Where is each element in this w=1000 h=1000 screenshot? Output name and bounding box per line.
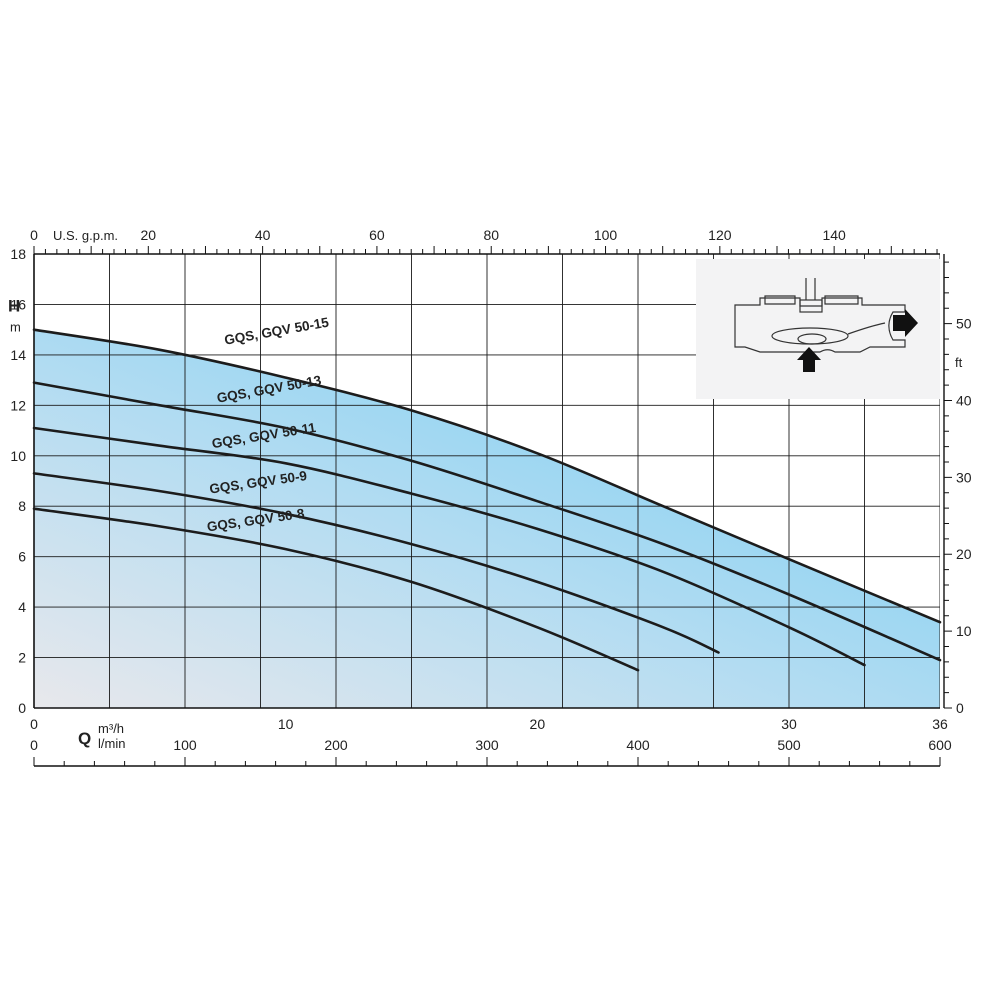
y-tick-label: 10 — [10, 448, 26, 464]
y-tick-label: 16 — [10, 296, 26, 312]
y-axis-symbol: H — [8, 296, 20, 315]
ft-tick-label: 50 — [956, 316, 972, 332]
lmin-tick-label: 500 — [777, 737, 801, 753]
flow-swirl-inner-icon — [797, 333, 827, 345]
gpm-tick-label: 140 — [822, 227, 846, 243]
lmin-tick-label: 200 — [324, 737, 348, 753]
inlet-arrow-icon — [797, 347, 821, 372]
ft-tick-label: 20 — [956, 546, 972, 562]
x-tick-label: 10 — [278, 716, 294, 732]
lmin-tick-label: 0 — [30, 737, 38, 753]
gpm-axis-unit: U.S. g.p.m. — [53, 228, 118, 243]
x-axis-symbol: Q — [78, 729, 91, 748]
x-axis-unit-secondary: l/min — [98, 736, 125, 751]
y-tick-label: 6 — [18, 549, 26, 565]
gpm-tick-label: 120 — [708, 227, 732, 243]
pump-hub-icon — [799, 299, 823, 313]
gpm-tick-label: 60 — [369, 227, 385, 243]
gpm-tick-label: 40 — [255, 227, 271, 243]
y-tick-label: 2 — [18, 650, 26, 666]
gpm-tick-label: 100 — [594, 227, 618, 243]
x-tick-label: 36 — [932, 716, 948, 732]
lmin-tick-label: 400 — [626, 737, 650, 753]
lmin-tick-label: 300 — [475, 737, 499, 753]
gpm-tick-label: 80 — [483, 227, 499, 243]
curve-label: GQS, GQV 50-15 — [223, 315, 330, 348]
y-axis-unit: m — [10, 320, 21, 335]
gpm-tick-label: 0 — [30, 227, 38, 243]
x-tick-label: 0 — [30, 716, 38, 732]
lmin-tick-label: 100 — [173, 737, 197, 753]
y-tick-label: 8 — [18, 498, 26, 514]
y-tick-label: 12 — [10, 397, 26, 413]
ft-tick-label: 30 — [956, 469, 972, 485]
pump-diagram-inset — [696, 259, 940, 399]
ft-axis-unit: ft — [955, 355, 963, 370]
ft-tick-label: 10 — [956, 623, 972, 639]
gpm-tick-label: 20 — [141, 227, 157, 243]
impeller-blades-icon — [764, 295, 859, 305]
y-tick-label: 14 — [10, 347, 26, 363]
flow-line-icon — [847, 322, 886, 335]
lmin-tick-label: 600 — [928, 737, 952, 753]
curve-gqs-gqv-50-11 — [32, 426, 866, 667]
curve-gqs-gqv-50-13 — [32, 381, 942, 662]
curve-gqs-gqv-50-8 — [32, 507, 640, 672]
y-tick-label: 0 — [18, 700, 26, 716]
outlet-arrow-icon — [893, 309, 918, 337]
ft-tick-label: 40 — [956, 392, 972, 408]
x-tick-label: 20 — [530, 716, 546, 732]
y-tick-label: 4 — [18, 599, 26, 615]
pump-housing-icon — [734, 297, 906, 353]
x-tick-label: 30 — [781, 716, 797, 732]
ft-tick-label: 0 — [956, 700, 964, 716]
y-tick-label: 18 — [10, 246, 26, 262]
curve-gqs-gqv-50-9 — [32, 472, 720, 654]
x-axis-unit: m³/h — [98, 721, 124, 736]
curve-gqs-gqv-50-15 — [32, 328, 942, 624]
